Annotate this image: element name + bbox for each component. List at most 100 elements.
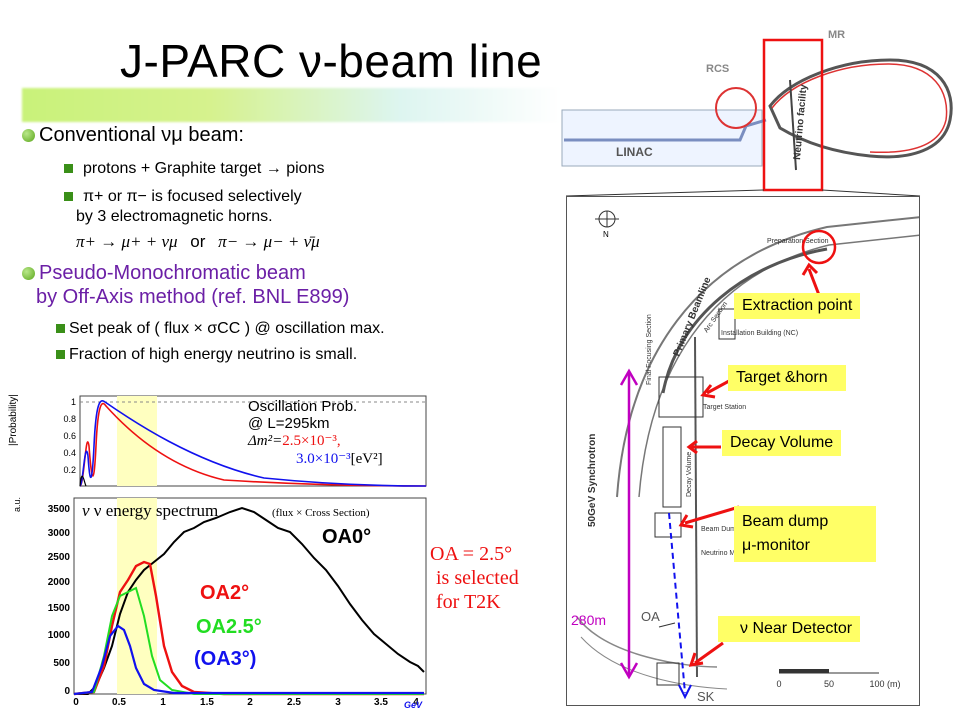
decay-equation: π+ → μ+ + νμ or π− → μ− + ν̄μ bbox=[76, 232, 320, 252]
bullet-dot-icon bbox=[22, 267, 35, 281]
label-decay-volume: Decay Volume bbox=[722, 430, 842, 456]
spec-xtick: 3 bbox=[335, 697, 341, 708]
bullet-conventional: Conventional νμ beam: bbox=[22, 124, 244, 147]
spec-xtick: 0 bbox=[73, 697, 79, 708]
oa2-label: OA2° bbox=[200, 582, 250, 604]
osc-dm-value-red: 2.5×10⁻³, bbox=[282, 433, 341, 449]
neutrino-facility-highlight bbox=[762, 38, 824, 192]
square-bullet-icon bbox=[64, 164, 73, 174]
linac-label: LINAC bbox=[616, 145, 653, 159]
oa-label: OA bbox=[641, 609, 660, 624]
label-beam-dump-line1: Beam dump bbox=[742, 513, 829, 530]
spec-ytick: 1500 bbox=[48, 603, 71, 614]
oa-direction-line bbox=[668, 512, 686, 694]
bullet-text: protons + Graphite target → pions bbox=[83, 160, 325, 177]
decay-left: π+ → μ+ + νμ bbox=[76, 232, 178, 251]
bullet-text: π+ or π− is focused selectively bbox=[83, 188, 302, 205]
osc-ytick: 0.8 bbox=[63, 414, 76, 424]
oa0-label: OA0° bbox=[322, 526, 372, 548]
osc-curve-blue bbox=[79, 400, 427, 487]
osc-ytick: 0.2 bbox=[63, 465, 76, 475]
sk-label: SK bbox=[697, 689, 715, 704]
north-label: N bbox=[603, 230, 609, 239]
bullet-focus-line2: by 3 electromagnetic horns. bbox=[76, 208, 273, 225]
bullet-protons: protons + Graphite target → pions bbox=[64, 160, 324, 178]
oa-note-line: for T2K bbox=[436, 591, 501, 613]
arrow-extraction bbox=[807, 268, 821, 296]
spectrum-oa3-line bbox=[73, 624, 424, 696]
oscillation-max-band bbox=[117, 498, 157, 694]
square-bullet-icon bbox=[56, 350, 65, 360]
osc-legend: Oscillation Prob. @ L=295km Δm²=2.5×10⁻³… bbox=[248, 398, 383, 468]
spec-xtick: 2.5 bbox=[287, 697, 301, 708]
arrow-dump bbox=[684, 505, 740, 525]
decay-volume-map-label: Decay Volume bbox=[686, 452, 693, 497]
bullet-set-peak: Set peak of ( flux × σCC ) @ oscillation… bbox=[56, 320, 385, 338]
linac-area bbox=[561, 109, 763, 167]
facility-overview-map: Neutrino facility MR RCS LINAC bbox=[561, 29, 953, 196]
osc-ytick: 0.4 bbox=[63, 448, 76, 458]
spec-label-small: (flux × Cross Section) bbox=[272, 507, 370, 519]
label-extraction-point: Extraction point bbox=[734, 293, 861, 319]
scale-tick: 50 bbox=[824, 679, 834, 689]
bullet-text: Conventional νμ beam: bbox=[39, 124, 244, 146]
primary-beamline-path bbox=[661, 247, 828, 394]
spec-label: ν ν energy spectrum bbox=[82, 501, 218, 520]
bullet-text: Set peak of ( flux × σCC ) @ oscillation… bbox=[69, 320, 385, 337]
prep-section-label: Preparation Section bbox=[767, 238, 829, 245]
label-beam-dump: Beam dump μ-monitor bbox=[734, 506, 876, 562]
bullet-text: Fraction of high energy neutrino is smal… bbox=[69, 346, 358, 363]
decay-or: or bbox=[190, 232, 206, 251]
arrow-target bbox=[706, 379, 730, 395]
spectrum-oa0-line bbox=[74, 506, 425, 695]
spec-ytick: 1000 bbox=[48, 630, 71, 641]
spec-xtick: 3.5 bbox=[374, 697, 388, 708]
oa-selection-note: OA = 2.5° is selected for T2K bbox=[430, 542, 519, 614]
energy-spectrum-plot: 3500 3000 2500 2000 1500 1000 500 0 a.u.… bbox=[12, 497, 427, 708]
bullet-focus: π+ or π− is focused selectively bbox=[64, 188, 302, 206]
oa-note-line: is selected bbox=[436, 567, 519, 589]
decay-right: π− → μ− + ν̄μ bbox=[218, 232, 320, 251]
osc-label-baseline: @ L=295km bbox=[248, 415, 330, 432]
mr-ring bbox=[768, 58, 953, 159]
label-target-horn: Target &horn bbox=[728, 365, 846, 391]
oscillation-max-band bbox=[117, 396, 157, 486]
spec-xunit: GeV bbox=[404, 700, 423, 708]
beam-dump-map-label: Beam Dump bbox=[701, 526, 740, 533]
bullet-dot-icon bbox=[22, 129, 35, 143]
extraction-circle bbox=[801, 229, 837, 265]
spec-xtick: 1 bbox=[160, 697, 166, 708]
osc-dm-value-blue: 3.0×10⁻³ bbox=[296, 451, 351, 467]
square-bullet-icon bbox=[56, 324, 65, 334]
osc-dm-prefix: Δm²= bbox=[248, 433, 283, 449]
page-title: J-PARC ν-beam line bbox=[120, 35, 543, 87]
oa-note-line: OA = 2.5° bbox=[430, 543, 513, 565]
spec-xtick: 2 bbox=[247, 697, 253, 708]
mr-label: MR bbox=[828, 29, 845, 41]
beam-dump-building bbox=[654, 512, 682, 538]
neutrino-facility-label: Neutrino facility bbox=[792, 84, 810, 161]
spec-ytick: 2000 bbox=[48, 577, 71, 588]
oa3-label: (OA3°) bbox=[194, 648, 257, 670]
rcs-ring bbox=[715, 87, 757, 129]
spec-ytick: 2500 bbox=[48, 552, 71, 563]
spec-xtick: 1.5 bbox=[200, 697, 214, 708]
spec-ytick: 3000 bbox=[48, 528, 71, 539]
oscillation-probability-plot: |Probability| 1 0.8 0.6 0.4 0.2 bbox=[8, 394, 427, 487]
target-station-label: Target Station bbox=[703, 404, 746, 411]
spec-xtick: 0.5 bbox=[112, 697, 126, 708]
scale-tick: 0 bbox=[776, 679, 781, 689]
bullet-text: Pseudo-Monochromatic beam bbox=[39, 262, 306, 284]
scale-tick: 100 (m) bbox=[869, 679, 900, 689]
osc-ytick: 0.6 bbox=[63, 431, 76, 441]
spec-ylabel: a.u. bbox=[12, 497, 22, 512]
square-bullet-icon bbox=[64, 192, 73, 202]
bullet-pseudo: Pseudo-Monochromatic beam bbox=[22, 262, 306, 285]
osc-dm-unit: [eV²] bbox=[350, 451, 383, 467]
final-focusing-label: Final Focusing Section bbox=[646, 314, 653, 385]
spec-ytick: 3500 bbox=[48, 504, 71, 515]
spec-xtick: 4 bbox=[413, 697, 419, 708]
synchrotron-label: 50GeV Synchrotron bbox=[587, 434, 598, 527]
bullet-fraction: Fraction of high energy neutrino is smal… bbox=[56, 346, 357, 364]
osc-ytick: 1 bbox=[71, 397, 76, 407]
